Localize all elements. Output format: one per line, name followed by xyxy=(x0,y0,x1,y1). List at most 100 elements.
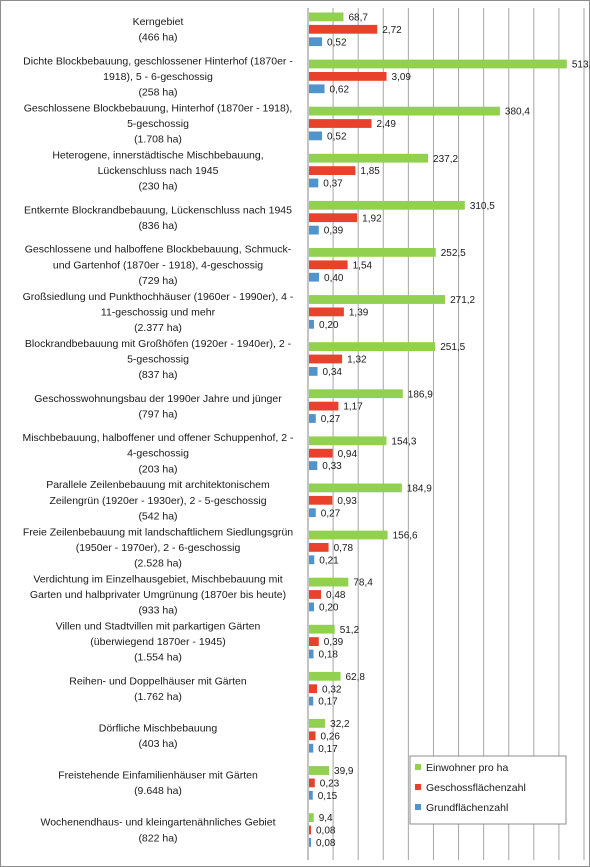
bar-einwohner-3 xyxy=(309,153,429,163)
data-label: 251,5 xyxy=(440,342,465,353)
bar-grundflaechenzahl-14 xyxy=(309,696,314,706)
bar-einwohner-11 xyxy=(309,530,388,540)
bar-einwohner-2 xyxy=(309,106,500,116)
category-label-7: Blockrandbebauung mit Großhöfen (1920er … xyxy=(25,338,292,381)
category-label-2: Geschlossene Blockbebauung, Hinterhof (1… xyxy=(24,102,293,145)
data-label: 0,23 xyxy=(320,779,340,790)
data-label: 0,94 xyxy=(338,449,358,460)
bar-grundflaechenzahl-12 xyxy=(309,602,315,612)
category-label-12: Verdichtung im Einzelhausgebiet, Mischbe… xyxy=(30,573,286,616)
bar-grundflaechenzahl-6 xyxy=(309,319,315,329)
category-label-17: Wochenendhaus- und kleingartenähnliches … xyxy=(40,817,275,845)
data-label: 0,39 xyxy=(324,226,344,237)
data-label: 0,78 xyxy=(334,543,354,554)
data-label: 0,33 xyxy=(322,461,342,472)
data-label: 32,2 xyxy=(330,719,350,730)
bar-einwohner-12 xyxy=(309,577,349,587)
data-label: 0,93 xyxy=(337,496,357,507)
category-label-1: Dichte Blockbebauung, geschlossener Hint… xyxy=(23,55,293,98)
bar-geschossflaechenzahl-16 xyxy=(309,778,315,788)
bar-einwohner-14 xyxy=(309,671,341,681)
legend-entry-0: Einwohner pro ha xyxy=(426,762,508,774)
data-label: 1,17 xyxy=(343,402,363,413)
legend-swatch-1 xyxy=(415,784,421,790)
bar-einwohner-17 xyxy=(309,813,314,822)
bar-grundflaechenzahl-10 xyxy=(309,508,316,518)
bar-grundflaechenzahl-1 xyxy=(309,84,325,94)
data-label: 0,52 xyxy=(327,37,347,48)
bar-einwohner-8 xyxy=(309,389,403,399)
data-label: 0,18 xyxy=(319,650,339,661)
legend-entry-2: Grundflächenzahl xyxy=(426,802,508,814)
bar-geschossflaechenzahl-2 xyxy=(309,119,372,128)
data-label: 1,85 xyxy=(360,166,380,177)
data-label: 0,15 xyxy=(318,791,338,802)
bar-einwohner-16 xyxy=(309,766,330,775)
category-label-6: Großsiedlung und Punkthochhäuser (1960er… xyxy=(23,291,294,334)
data-label: 252,5 xyxy=(441,248,466,259)
legend: Einwohner pro ha Geschossflächenzahl Grund… xyxy=(409,755,567,825)
data-label: 0,08 xyxy=(316,826,336,837)
bar-grundflaechenzahl-8 xyxy=(309,414,316,423)
bar-geschossflaechenzahl-11 xyxy=(309,543,329,552)
bar-grundflaechenzahl-11 xyxy=(309,555,315,565)
data-label: 237,2 xyxy=(433,154,458,165)
category-label-0: Kerngebiet (466 ha) xyxy=(133,16,184,44)
legend-swatch-2 xyxy=(415,804,421,810)
data-label: 0,20 xyxy=(319,603,339,614)
data-label: 3,09 xyxy=(392,72,412,83)
data-label: 154,3 xyxy=(391,436,416,447)
bar-grundflaechenzahl-15 xyxy=(309,743,314,753)
bar-grundflaechenzahl-7 xyxy=(309,367,318,376)
bar-geschossflaechenzahl-12 xyxy=(309,590,322,599)
bar-grundflaechenzahl-4 xyxy=(309,225,319,235)
data-label: 0,17 xyxy=(318,697,338,708)
data-label: 78,4 xyxy=(353,578,373,589)
bar-grundflaechenzahl-2 xyxy=(309,131,323,141)
bar-geschossflaechenzahl-17 xyxy=(309,825,312,835)
bar-grundflaechenzahl-0 xyxy=(309,37,323,47)
data-label: 51,2 xyxy=(340,625,360,636)
data-label: 186,9 xyxy=(408,389,433,400)
gridlines xyxy=(307,8,585,860)
data-labels: 68,7 513,8 380,4 237,2 310,5 252,5 271,2 251,5 1… xyxy=(316,13,590,850)
data-label: 1,32 xyxy=(347,355,367,366)
data-label: 0,21 xyxy=(319,555,339,566)
bar-geschossflaechenzahl-3 xyxy=(309,166,356,175)
bar-grundflaechenzahl-17 xyxy=(309,838,312,847)
category-label-16: Freistehende Einfamilienhäuser mit Gärte… xyxy=(58,770,258,798)
data-label: 0,27 xyxy=(321,414,341,425)
bar-einwohner-4 xyxy=(309,200,465,210)
category-label-3: Heterogene, innerstädtische Mischbebauun… xyxy=(52,150,263,193)
data-label: 0,52 xyxy=(327,132,347,143)
bar-geschossflaechenzahl-10 xyxy=(309,495,333,505)
bar-geschossflaechenzahl-4 xyxy=(309,213,358,223)
bar-geschossflaechenzahl-7 xyxy=(309,354,343,364)
bars xyxy=(309,12,567,847)
bar-geschossflaechenzahl-6 xyxy=(309,307,344,317)
bar-grundflaechenzahl-3 xyxy=(309,178,319,188)
bar-grundflaechenzahl-13 xyxy=(309,649,314,659)
category-label-11: Freie Zeilenbebauung mit landschaftliche… xyxy=(23,526,293,569)
bar-geschossflaechenzahl-8 xyxy=(309,401,339,411)
bar-geschossflaechenzahl-15 xyxy=(309,731,316,741)
data-label: 0,20 xyxy=(319,320,339,331)
data-label: 380,4 xyxy=(505,107,530,118)
bar-einwohner-9 xyxy=(309,436,387,446)
data-label: 0,40 xyxy=(324,273,344,284)
data-label: 39,9 xyxy=(334,766,354,777)
category-label-5: Geschlossene und halboffene Blockbebauun… xyxy=(25,244,292,287)
category-label-4: Entkernte Blockrandbebauung, Lückenschlu… xyxy=(24,204,292,232)
data-label: 0,32 xyxy=(322,684,342,695)
bar-geschossflaechenzahl-5 xyxy=(309,260,348,270)
data-label: 62,8 xyxy=(346,672,366,683)
data-label: 2,72 xyxy=(382,25,402,36)
bar-geschossflaechenzahl-1 xyxy=(309,72,387,81)
data-label: 0,34 xyxy=(323,367,343,378)
bar-einwohner-5 xyxy=(309,248,436,257)
bar-geschossflaechenzahl-9 xyxy=(309,448,333,458)
data-label: 1,92 xyxy=(362,213,382,224)
data-label: 513,8 xyxy=(572,60,590,71)
category-label-10: Parallele Zeilenbebauung mit architekton… xyxy=(46,479,270,522)
